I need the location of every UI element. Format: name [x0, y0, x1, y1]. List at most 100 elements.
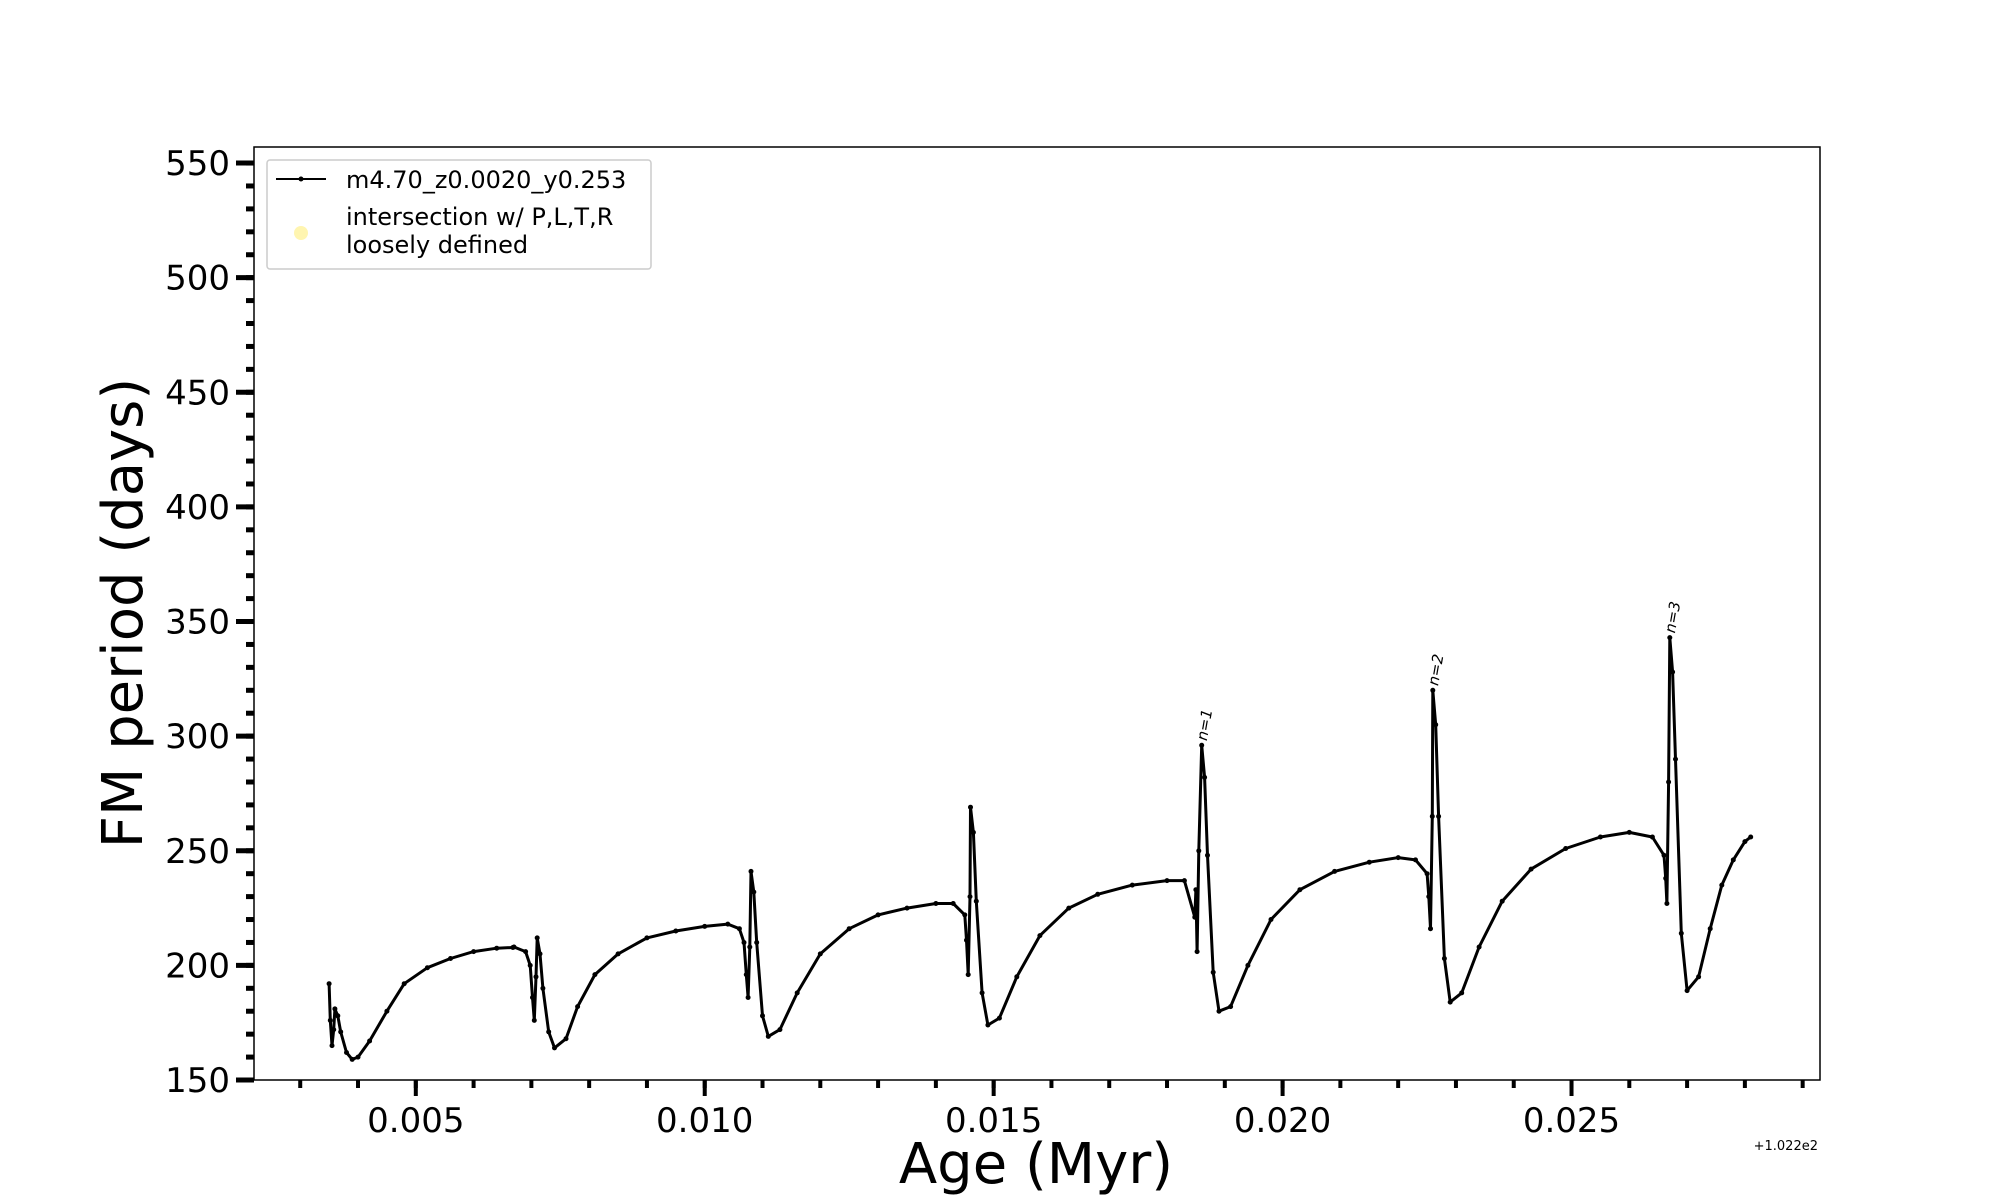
y-tick-label: 350 [165, 603, 230, 643]
data-point [1664, 901, 1670, 906]
data-point [1696, 974, 1702, 980]
data-point [1297, 887, 1303, 893]
data-point [326, 981, 332, 987]
data-point [1684, 988, 1690, 994]
data-point [1066, 905, 1072, 911]
data-point [777, 1027, 783, 1033]
data-point [349, 1056, 355, 1062]
data-point [530, 995, 535, 1000]
data-point [875, 912, 881, 918]
data-point [552, 1045, 557, 1051]
data-point [1673, 756, 1678, 762]
legend-label-series: m4.70_z0.0020_y0.253 [346, 166, 626, 194]
data-point [1210, 969, 1216, 975]
data-point [531, 1017, 537, 1023]
data-point [367, 1038, 373, 1044]
data-point [332, 1006, 338, 1012]
data-point [1626, 829, 1632, 835]
x-offset-label: +1.022e2 [1754, 1139, 1818, 1154]
data-point [736, 926, 742, 932]
data-point [540, 985, 546, 991]
data-point [1678, 930, 1684, 936]
data-point [741, 940, 747, 945]
data-point [765, 1033, 771, 1039]
data-point [1597, 834, 1603, 840]
y-tick-label: 550 [165, 144, 230, 184]
y-axis-label: FM period (days) [91, 378, 156, 848]
data-point [401, 981, 407, 987]
data-point [1670, 669, 1676, 675]
data-point [1245, 962, 1251, 968]
annotation-label: n=2 [1424, 653, 1447, 687]
data-point [1196, 848, 1202, 854]
data-point [1332, 868, 1338, 874]
data-point [1730, 857, 1736, 863]
data-point [533, 974, 539, 980]
data-point [846, 926, 852, 932]
data-point [1202, 774, 1208, 780]
data-point [494, 945, 500, 951]
data-point [1192, 914, 1198, 920]
data-point [1499, 898, 1505, 904]
x-axis-label: Age (Myr) [899, 1132, 1173, 1197]
data-point [331, 1027, 337, 1033]
data-point [511, 944, 517, 950]
legend-box [266, 159, 652, 270]
data-point [996, 1015, 1002, 1021]
data-point [1430, 687, 1436, 693]
legend-dot-symbol [294, 226, 308, 240]
y-tick-label: 150 [165, 1061, 230, 1101]
data-point [1164, 878, 1170, 884]
x-tick-label: 0.020 [1234, 1101, 1331, 1141]
data-point [1424, 871, 1430, 877]
x-tick-label: 0.010 [656, 1101, 753, 1141]
data-point [1228, 1004, 1234, 1010]
data-point [1459, 990, 1465, 996]
data-point [985, 1022, 991, 1028]
data-point [1428, 926, 1433, 932]
data-point [1426, 894, 1432, 900]
data-point [1528, 866, 1534, 872]
data-point [1429, 813, 1435, 819]
data-point [745, 995, 751, 1000]
data-point [743, 972, 749, 978]
legend-line-marker [298, 176, 304, 182]
data-point [344, 1050, 349, 1055]
data-point [1095, 891, 1101, 897]
data-point [754, 940, 760, 945]
data-point [967, 894, 973, 900]
data-point [950, 901, 956, 906]
plot-area [253, 146, 1821, 1081]
data-point [527, 962, 533, 968]
data-point [1037, 933, 1043, 939]
x-axis: 0.005 0.010 0.015 0.020 0.025 [298, 1080, 1805, 1141]
data-point [933, 901, 939, 906]
data-point [1216, 1008, 1222, 1014]
y-tick-label: 400 [165, 488, 230, 528]
annotations: n=1 n=2 n=3 [1193, 600, 1684, 742]
data-point [329, 1043, 335, 1049]
data-point [1667, 635, 1673, 641]
data-point [448, 956, 453, 961]
data-point [1193, 887, 1199, 893]
data-point [575, 1004, 581, 1010]
y-tick-label: 450 [165, 373, 230, 413]
x-tick-label: 0.025 [1523, 1101, 1620, 1141]
data-point [673, 928, 679, 934]
data-point [1563, 846, 1569, 851]
data-point [1649, 834, 1655, 840]
data-point [335, 1013, 341, 1019]
data-point [1742, 839, 1748, 845]
legend: m4.70_z0.0020_y0.253 intersection w/ P,L… [266, 159, 652, 270]
data-point [1661, 852, 1667, 858]
data-point [1181, 878, 1187, 884]
x-tick-label: 0.005 [367, 1101, 464, 1141]
data-point [962, 912, 968, 918]
data-point [523, 949, 529, 955]
data-point [338, 1029, 344, 1035]
data-point [1719, 882, 1725, 888]
series-layer [326, 635, 1754, 1062]
data-point [546, 1029, 552, 1035]
data-point [1707, 926, 1713, 932]
